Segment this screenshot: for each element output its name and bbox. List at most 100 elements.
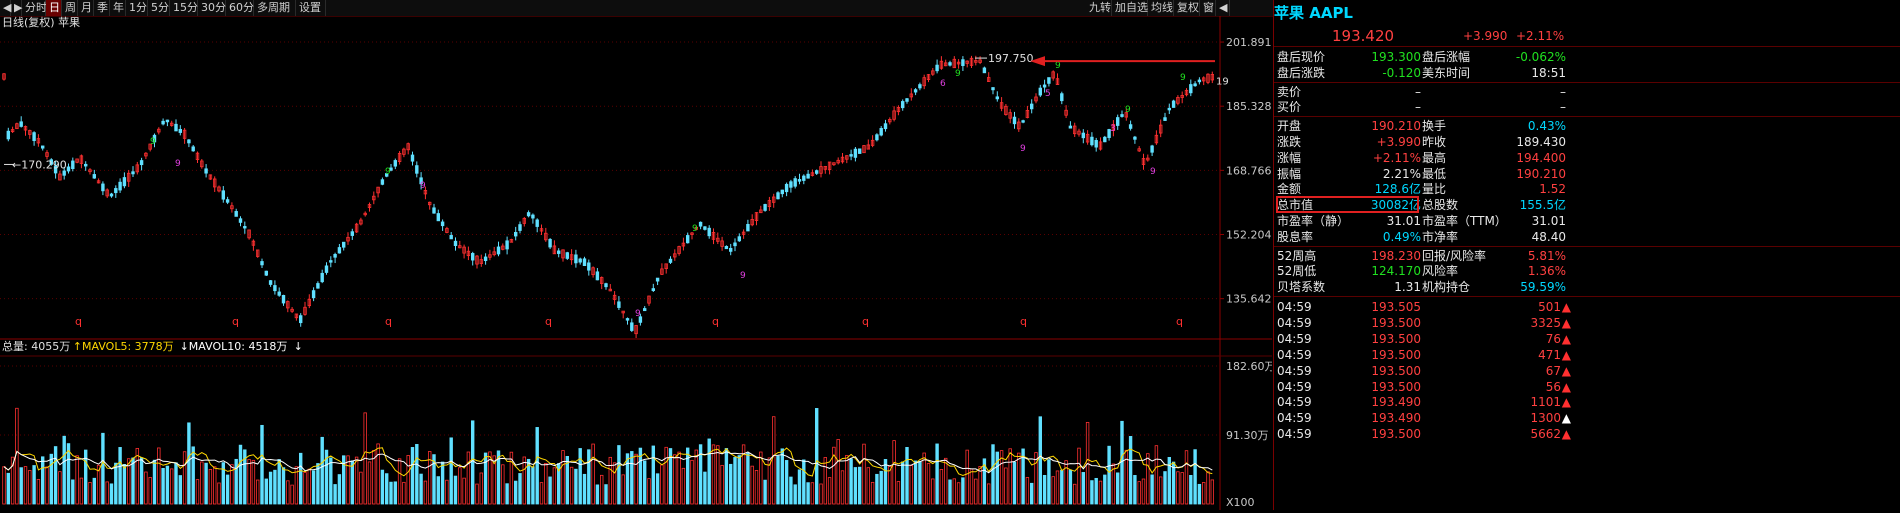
- volume-bar: [346, 455, 350, 505]
- volume-bar: [793, 484, 797, 505]
- volume-bar: [625, 453, 630, 505]
- toolbar-item-9[interactable]: 5分: [148, 0, 170, 16]
- 52week-row-0: 52周高 198.230 回报/风险率 5.81%: [1277, 248, 1566, 263]
- volume-bar: [1202, 482, 1206, 505]
- candle-body: [376, 186, 380, 194]
- volume-bar: [552, 467, 557, 505]
- volume-bar: [1090, 480, 1094, 505]
- volume-bar: [505, 483, 509, 505]
- tick-row-6: 04:59 193.490 1101 ▲: [1277, 395, 1571, 410]
- volume-bar: [686, 447, 690, 505]
- candle-body: [922, 77, 926, 87]
- candle-body: [681, 242, 686, 247]
- toolbar-item-12[interactable]: 60分: [226, 0, 254, 16]
- volume-bar: [810, 482, 815, 505]
- toolbar-right-item-3[interactable]: 复权: [1174, 0, 1200, 16]
- toolbar-item-10[interactable]: 15分: [170, 0, 198, 16]
- volume-bar: [458, 467, 462, 505]
- toolbar-item-13[interactable]: 多周期: [254, 0, 296, 16]
- volume-bar: [918, 461, 922, 505]
- volume-bar: [75, 455, 79, 505]
- volume-bar: [853, 467, 858, 505]
- toolbar-right-item-5[interactable]: ◀: [1216, 0, 1230, 16]
- candle-body: [1008, 112, 1012, 119]
- bid-ask-row-1: 买价 – –: [1277, 100, 1566, 115]
- volume-bar: [729, 463, 733, 505]
- candle-body: [71, 160, 75, 170]
- volume-bar: [290, 484, 294, 505]
- candle-body: [372, 195, 376, 201]
- volume-bar: [406, 455, 410, 505]
- candle-body: [1184, 89, 1189, 96]
- separator: [1274, 245, 1900, 247]
- candle-body: [277, 291, 281, 296]
- volume-bar: [733, 457, 737, 505]
- candle-body: [75, 158, 79, 163]
- candle-body: [152, 134, 157, 143]
- toolbar-item-7[interactable]: 年: [110, 0, 126, 16]
- volume-bar: [84, 449, 88, 505]
- candle-body: [118, 181, 122, 191]
- toolbar-item-3[interactable]: 日: [46, 0, 62, 16]
- kline-chart-svg[interactable]: 201.891 185.328 168.766 152.204 135.642 日线(复权…: [0, 15, 1276, 510]
- mavol10-line: [3, 450, 1213, 474]
- volume-bar: [436, 476, 440, 505]
- volume-bar: [879, 470, 883, 505]
- toolbar-right-item-4[interactable]: 窗: [1200, 0, 1216, 16]
- candle-body: [931, 70, 935, 75]
- candle-body: [853, 148, 858, 158]
- volume-bar: [1073, 483, 1077, 505]
- volume-bar: [1133, 475, 1137, 505]
- volume-bar: [935, 443, 939, 505]
- candle-body: [952, 58, 956, 69]
- q-marker: q: [862, 315, 869, 328]
- toolbar-item-8[interactable]: 1分: [126, 0, 148, 16]
- volume-bar: [901, 461, 905, 505]
- candle-body: [1025, 110, 1030, 118]
- toolbar-item-2[interactable]: 分时: [22, 0, 47, 16]
- volume-bar: [1085, 421, 1090, 505]
- candle-body: [767, 200, 772, 208]
- volume-bar: [157, 447, 161, 505]
- price-axis-label: 152.204: [1226, 229, 1272, 242]
- toolbar-right-item-0[interactable]: 九转: [1086, 0, 1112, 16]
- tick-row-3: 04:59 193.500 471 ▲: [1277, 347, 1571, 362]
- chart-area: 201.891 185.328 168.766 152.204 135.642 日线(复权…: [0, 15, 1276, 510]
- toolbar-item-6[interactable]: 季: [94, 0, 110, 16]
- candle-body: [724, 245, 729, 250]
- candle-body: [298, 315, 303, 324]
- volume-bar: [509, 451, 514, 505]
- toolbar-item-1[interactable]: ▶: [11, 0, 22, 16]
- tick-row-7: 04:59 193.490 1300 ▲: [1277, 411, 1571, 426]
- candle-body: [329, 260, 333, 263]
- volume-bar: [643, 460, 647, 505]
- volume-bar: [892, 440, 896, 505]
- volume-bar: [449, 437, 453, 505]
- volume-bar: [974, 478, 978, 505]
- separator: [1274, 46, 1900, 47]
- volume-bar: [212, 466, 217, 505]
- candle-body: [991, 87, 995, 91]
- q-marker: q: [1176, 315, 1183, 328]
- candle-body: [148, 143, 152, 150]
- volume-bar: [217, 482, 221, 505]
- candle-body: [858, 148, 862, 154]
- candle-body: [251, 240, 256, 246]
- toolbar-right-item-2[interactable]: 均线: [1148, 0, 1174, 16]
- candle-body: [630, 322, 634, 331]
- candle-body: [617, 301, 621, 308]
- toolbar-item-0[interactable]: ◀: [0, 0, 11, 16]
- toolbar-item-14[interactable]: 设置: [296, 0, 326, 16]
- toolbar-item-5[interactable]: 月: [78, 0, 94, 16]
- candle-body: [195, 152, 200, 161]
- high-marker-label: 197.750: [988, 52, 1034, 65]
- toolbar-item-4[interactable]: 周: [62, 0, 78, 16]
- toolbar-item-11[interactable]: 30分: [198, 0, 226, 16]
- volume-bar: [1163, 471, 1167, 505]
- toolbar-right-item-1[interactable]: 加自选: [1112, 0, 1148, 16]
- volume-bar: [514, 480, 518, 505]
- candle-body: [1060, 93, 1064, 102]
- candle-body: [956, 61, 961, 65]
- volume-bar: [931, 478, 935, 505]
- volume-bar: [410, 447, 415, 505]
